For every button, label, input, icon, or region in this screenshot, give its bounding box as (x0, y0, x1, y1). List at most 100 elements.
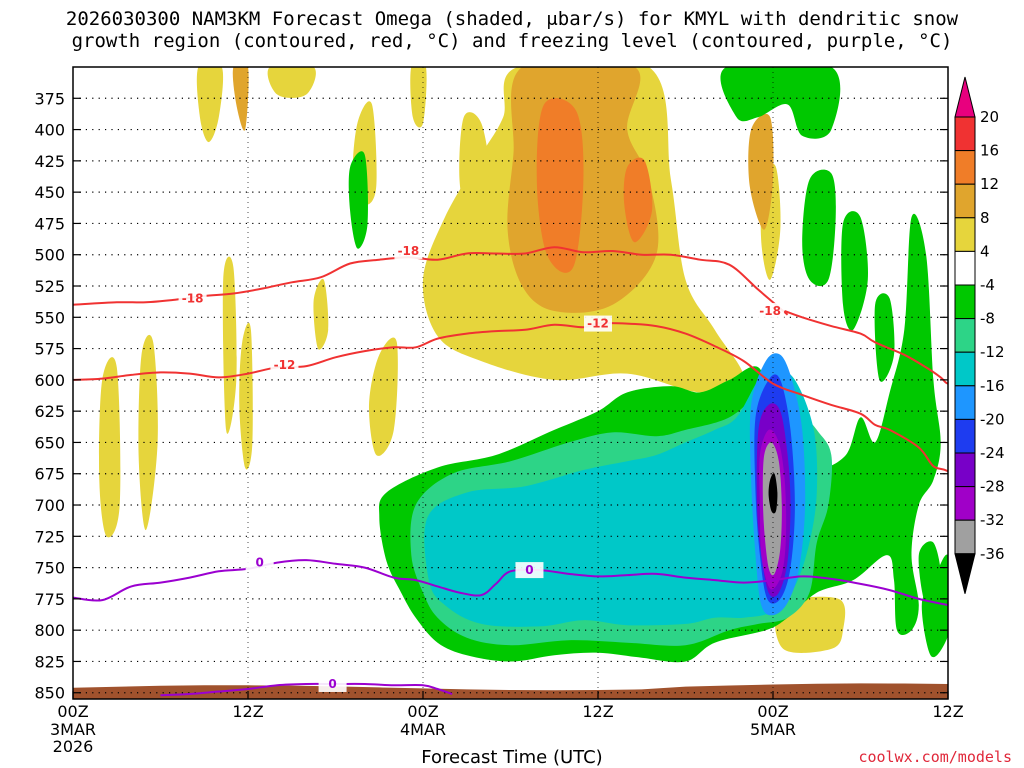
contour-line (784, 310, 948, 385)
contour-label: 0 (255, 556, 263, 570)
contour-label: -12 (587, 317, 609, 331)
y-tick-label: 575 (34, 340, 65, 359)
colorbar-swatch (954, 116, 976, 152)
colorbar-swatch (954, 250, 976, 286)
contour-label-bg (245, 554, 274, 571)
omega-region (348, 151, 369, 249)
omega-region (99, 357, 121, 538)
chart-title-line1: 2026030300 NAM3KM Forecast Omega (shaded… (65, 8, 959, 30)
contour-line (73, 559, 948, 607)
y-tick-label: 500 (34, 246, 65, 265)
x-tick-sublabel: 4MAR (400, 720, 446, 739)
contour-label-bg (756, 303, 785, 320)
contour-label: 0 (525, 563, 533, 577)
omega-region (802, 169, 836, 287)
x-tick-label: 00Z (57, 702, 88, 721)
omega-region (623, 157, 653, 243)
colorbar-swatch (954, 318, 976, 353)
colorbar-label: -32 (980, 511, 1005, 529)
omega-region (424, 367, 818, 627)
axes: 375 400 425 450 475 500 525 550 575 600 625 650 675 7… (34, 66, 964, 756)
colorbar-label: -20 (980, 410, 1005, 428)
omega-region (196, 67, 224, 143)
y-tick-label: 775 (34, 590, 65, 609)
x-axis-title: Forecast Time (UTC) (421, 747, 603, 768)
y-tick-label: 475 (34, 214, 65, 233)
x-tick-sublabel: 5MAR (750, 720, 796, 739)
omega-region (313, 278, 329, 350)
omega-region (841, 211, 869, 331)
omega-region (921, 554, 948, 658)
y-tick-label: 825 (34, 652, 65, 671)
x-tick-label: 00Z (757, 702, 788, 721)
colorbar: 20 16 12 8 4 -4 -8 -12 -16 -20 -24 -28 -32 -36 (954, 76, 1005, 594)
colorbar-label: -16 (980, 377, 1005, 395)
y-tick-label: 425 (34, 152, 65, 171)
omega-region (748, 113, 774, 230)
x-tick-sublabel: 3MAR (50, 720, 96, 739)
y-tick-label: 725 (34, 527, 65, 546)
y-tick-label: 600 (34, 371, 65, 390)
colorbar-label: -28 (980, 478, 1005, 496)
contour-label: 0 (328, 677, 336, 691)
colorbar-swatch (954, 183, 976, 219)
contour-label-bg (318, 675, 347, 692)
colorbar-cap-top (954, 76, 976, 118)
y-tick-label: 400 (34, 121, 65, 140)
contour-label: -18 (759, 304, 781, 318)
x-tick-label: 12Z (582, 702, 613, 721)
colorbar-label: 20 (980, 108, 999, 126)
contour-label: -12 (274, 358, 296, 372)
x-tick-label: 12Z (232, 702, 263, 721)
temperature-contours: -18 -18 -18 -12 -12 0 0 0 (73, 242, 1021, 697)
y-tick-label: 800 (34, 621, 65, 640)
y-tick-label: 525 (34, 277, 65, 296)
omega-region (410, 67, 427, 128)
terrain-strip (73, 683, 948, 699)
omega-region (874, 293, 895, 382)
x-tick-label: 00Z (407, 702, 438, 721)
colorbar-swatch (954, 351, 976, 387)
contour-label-bg (584, 315, 612, 332)
colorbar-swatch (954, 418, 976, 454)
source-credit: coolwx.com/models (858, 748, 1012, 766)
omega-region (239, 322, 253, 470)
y-tick-label: 450 (34, 183, 65, 202)
omega-region (368, 337, 398, 456)
colorbar-label: 4 (980, 242, 990, 260)
omega-shading (99, 67, 948, 663)
omega-region (536, 98, 584, 273)
colorbar-label: 8 (980, 209, 990, 227)
colorbar-swatch (954, 385, 976, 420)
colorbar-swatch (954, 217, 976, 252)
omega-region (918, 541, 941, 606)
omega-region (232, 67, 249, 131)
contour-label-bg (178, 290, 207, 307)
colorbar-label: 12 (980, 175, 999, 193)
contour-label-bg (270, 356, 299, 373)
chart-title: 2026030300 NAM3KM Forecast Omega (shaded… (0, 8, 1024, 52)
contour-line (963, 690, 1021, 694)
y-tick-label: 700 (34, 496, 65, 515)
colorbar-label: 16 (980, 142, 999, 160)
contour-label-bg (515, 562, 544, 579)
colorbar-swatch (954, 284, 976, 320)
omega-region (222, 256, 237, 434)
omega-region (138, 334, 158, 531)
x-tick-sublabel: 2026 (53, 737, 94, 756)
colorbar-swatch (954, 486, 976, 521)
y-tick-label: 550 (34, 308, 65, 327)
omega-region (267, 67, 316, 98)
colorbar-swatch (954, 452, 976, 488)
colorbar-label: -12 (980, 343, 1005, 361)
colorbar-label: -36 (980, 545, 1005, 563)
chart-title-line2: growth region (contoured, red, °C) and f… (71, 30, 953, 52)
terrain-strip (73, 683, 948, 699)
contour-label-bg (394, 242, 423, 259)
colorbar-label: -4 (980, 276, 995, 294)
y-tick-label: 650 (34, 433, 65, 452)
y-tick-label: 675 (34, 465, 65, 484)
colorbar-cap-bottom (954, 553, 976, 594)
colorbar-swatch (954, 519, 976, 555)
